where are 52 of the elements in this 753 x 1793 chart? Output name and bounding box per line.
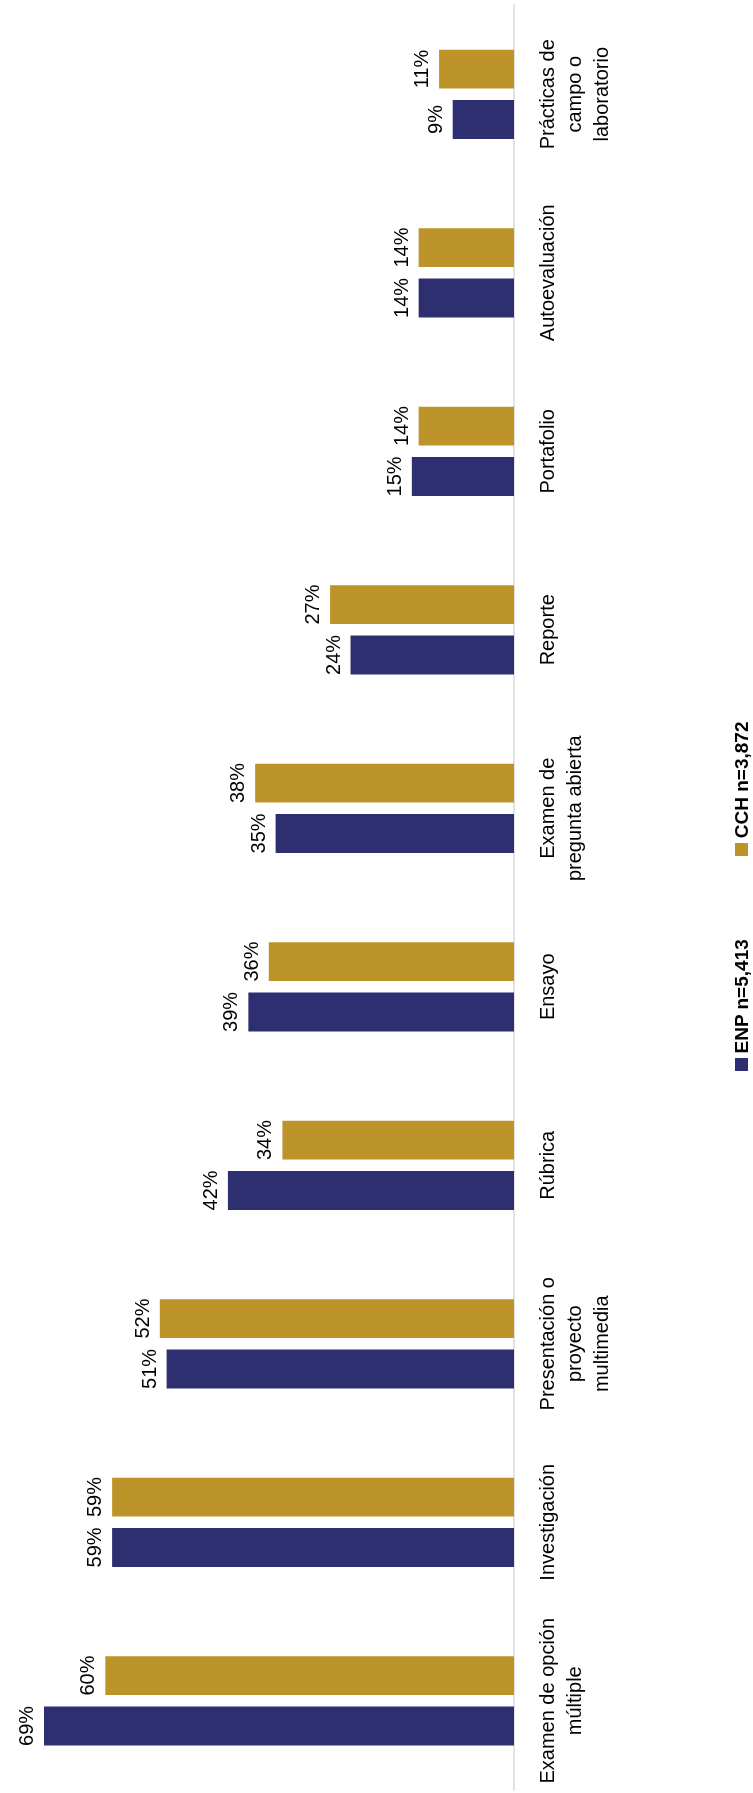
y-tick-label: Prácticas de campo o laboratorio — [535, 39, 612, 150]
data-label: 39% — [219, 991, 242, 1032]
data-label: 24% — [321, 634, 344, 675]
data-label: 59% — [83, 1476, 106, 1518]
data-label: 59% — [83, 1527, 106, 1568]
data-label: 36% — [239, 941, 262, 982]
bar — [268, 942, 514, 981]
bar — [227, 1171, 514, 1210]
data-label: 60% — [76, 1655, 99, 1696]
data-label: 14% — [389, 405, 412, 447]
bar — [418, 228, 514, 267]
bar — [105, 1656, 514, 1695]
data-label: 9% — [423, 104, 446, 134]
y-tick-label: Reporte — [535, 594, 558, 666]
y-tick-label: Portafolio — [535, 409, 558, 494]
data-label: 15% — [382, 456, 405, 497]
bar — [411, 457, 514, 496]
y-tick-label: Investigación — [535, 1463, 558, 1581]
data-label: 14% — [389, 277, 412, 318]
bar — [282, 1120, 514, 1160]
data-label: 14% — [389, 227, 412, 268]
data-label: 34% — [253, 1119, 276, 1161]
bar — [112, 1477, 514, 1517]
bar — [418, 406, 514, 446]
data-label: 35% — [246, 813, 269, 854]
data-label: 42% — [198, 1170, 221, 1211]
data-label: 11% — [410, 49, 433, 89]
bar — [452, 100, 514, 139]
text: ENP n=5,413 — [731, 939, 752, 1054]
y-tick-label: Examen de pregunta abierta — [535, 734, 585, 882]
bar — [44, 1706, 514, 1746]
data-label: 51% — [137, 1348, 160, 1389]
bar — [275, 814, 514, 853]
bar — [255, 763, 514, 803]
bar — [350, 635, 514, 675]
bar — [330, 585, 514, 624]
text: CCH n=3,872 — [731, 721, 752, 839]
bar — [159, 1299, 514, 1338]
bar — [248, 992, 514, 1032]
y-tick-label: Presentación o proyecto multimedia — [535, 1277, 612, 1411]
bar — [112, 1528, 514, 1567]
y-tick-label: Autoevaluación — [535, 204, 558, 342]
bar — [418, 278, 514, 318]
bar — [439, 49, 514, 89]
data-label: 38% — [226, 762, 249, 804]
data-label: 52% — [130, 1298, 153, 1339]
data-label: 27% — [301, 584, 324, 625]
data-label: 69% — [15, 1705, 37, 1746]
y-tick-label: Examen de opción múltiple — [535, 1617, 585, 1784]
bar — [166, 1349, 514, 1389]
y-tick-label: Ensayo — [535, 953, 558, 1021]
y-tick-label: Rúbrica — [535, 1129, 558, 1200]
